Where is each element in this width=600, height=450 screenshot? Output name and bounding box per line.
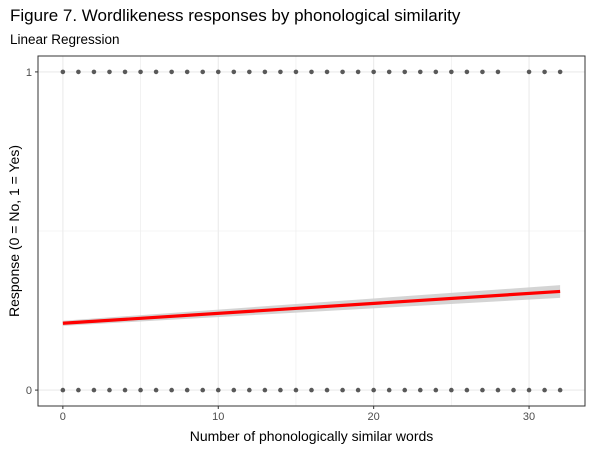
- y-axis-ticks: 01: [26, 67, 38, 397]
- data-point: [355, 69, 361, 75]
- data-point: [247, 69, 252, 75]
- data-point: [542, 387, 547, 393]
- data-point: [386, 387, 392, 393]
- data-point: [184, 387, 190, 393]
- data-point: [107, 387, 112, 393]
- data-point: [138, 387, 143, 393]
- data-point: [91, 387, 97, 393]
- data-point: [542, 69, 547, 75]
- data-point: [231, 387, 237, 393]
- data-point: [449, 69, 454, 75]
- chart-title: Figure 7. Wordlikeness responses by phon…: [10, 6, 461, 25]
- data-point: [200, 69, 206, 75]
- y-tick-label: 0: [26, 385, 32, 397]
- data-point: [340, 69, 345, 75]
- data-point: [464, 69, 470, 75]
- x-axis-label: Number of phonologically similar words: [190, 428, 434, 444]
- data-point: [449, 387, 454, 393]
- data-point: [215, 387, 221, 393]
- x-tick-label: 0: [60, 411, 66, 423]
- data-point: [371, 387, 376, 393]
- data-point: [293, 387, 299, 393]
- data-point: [526, 69, 532, 75]
- data-point: [402, 387, 408, 393]
- data-point: [340, 387, 345, 393]
- data-point: [480, 387, 485, 393]
- data-point: [184, 69, 190, 75]
- data-point: [495, 387, 501, 393]
- x-tick-label: 10: [212, 411, 224, 423]
- x-axis-ticks: 0 10 20 30: [60, 406, 535, 423]
- data-point: [557, 387, 563, 393]
- data-point: [495, 69, 501, 75]
- x-tick-label: 20: [368, 411, 380, 423]
- data-point: [417, 387, 423, 393]
- points-layer: [60, 69, 563, 393]
- data-point: [557, 69, 563, 75]
- data-point: [169, 69, 174, 75]
- data-point: [138, 69, 143, 75]
- data-point: [200, 387, 206, 393]
- data-point: [324, 69, 330, 75]
- y-axis-label: Response (0 = No, 1 = Yes): [6, 145, 22, 317]
- data-point: [91, 69, 97, 75]
- panel-border: [37, 55, 586, 407]
- data-point: [153, 387, 159, 393]
- data-point: [309, 387, 314, 393]
- data-point: [60, 387, 66, 393]
- x-tick-label: 30: [523, 411, 535, 423]
- data-point: [417, 69, 423, 75]
- regression-line: [62, 289, 561, 325]
- data-point: [511, 387, 516, 393]
- data-point: [169, 387, 174, 393]
- data-point: [309, 69, 314, 75]
- data-point: [355, 387, 361, 393]
- data-point: [122, 387, 128, 393]
- data-point: [76, 69, 81, 75]
- data-point: [402, 69, 408, 75]
- data-point: [231, 69, 237, 75]
- data-point: [262, 387, 268, 393]
- data-point: [386, 69, 392, 75]
- regression-line-layer: [62, 289, 561, 325]
- data-point: [262, 69, 268, 75]
- grid-minor: [38, 56, 585, 406]
- data-point: [480, 69, 485, 75]
- data-point: [526, 387, 532, 393]
- data-point: [278, 387, 283, 393]
- chart-subtitle: Linear Regression: [10, 32, 120, 47]
- data-point: [293, 69, 299, 75]
- data-point: [278, 69, 283, 75]
- data-point: [247, 387, 252, 393]
- data-point: [122, 69, 128, 75]
- data-point: [433, 387, 439, 393]
- data-point: [107, 69, 112, 75]
- data-point: [371, 69, 376, 75]
- data-point: [324, 387, 330, 393]
- y-tick-label: 1: [26, 67, 32, 79]
- data-point: [60, 69, 66, 75]
- data-point: [464, 387, 470, 393]
- data-point: [153, 69, 159, 75]
- data-point: [433, 69, 439, 75]
- data-point: [215, 69, 221, 75]
- data-point: [76, 387, 81, 393]
